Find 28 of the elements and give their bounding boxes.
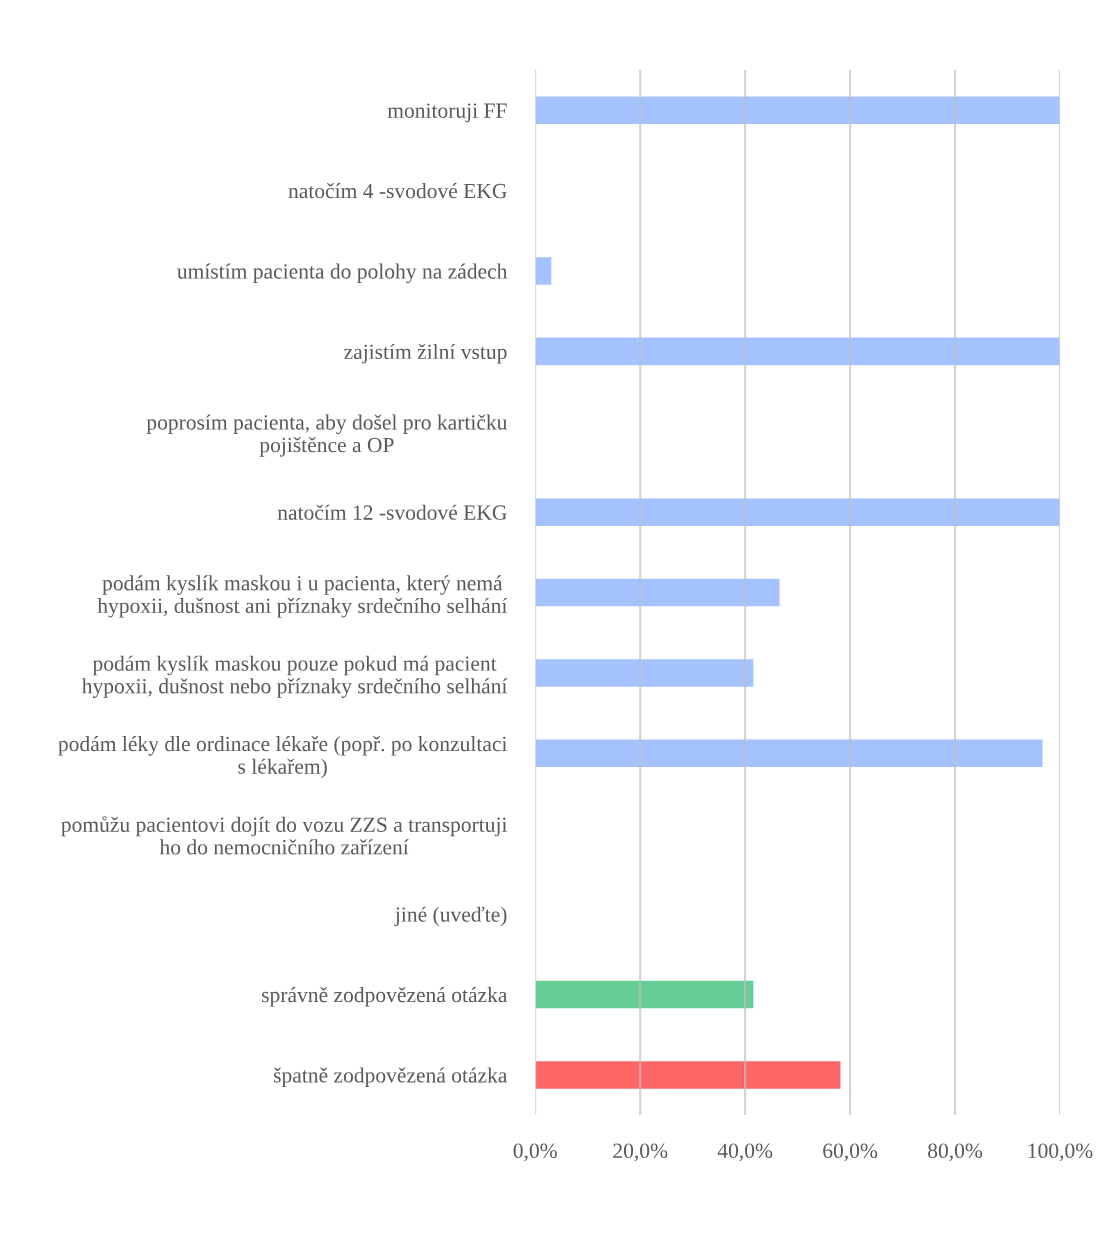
y-tick-label: umístím pacienta do polohy na zádech xyxy=(177,263,508,284)
y-tick-label: poprosím pacienta, aby došel pro kartičku pojištěnce a OP xyxy=(146,414,508,457)
y-tick-label: natočím 4 -svodové EKG xyxy=(288,183,507,199)
x-tick-label: 100,0% xyxy=(1028,1143,1093,1162)
bar xyxy=(535,657,755,689)
y-tick-label: monitoruji FF xyxy=(387,103,507,123)
y-tick-label: pomůžu pacientovi dojít do vozu ZZS a transportuji ho do nemocničního zařízení xyxy=(61,816,508,855)
bar xyxy=(535,95,1060,126)
y-tick-label: podám kyslík maskou pouze pokud má pacient hypoxii, dušnost nebo příznaky srdečního selhání xyxy=(81,655,508,698)
bar xyxy=(535,577,781,608)
bar xyxy=(535,738,1044,769)
bar xyxy=(535,979,755,1010)
x-tick-label: 0,0% xyxy=(513,1143,557,1162)
y-tick-label: podám kyslík maskou i u pacienta, který nemá hypoxii, dušnost ani příznaky srdečního selhání xyxy=(97,575,508,618)
x-tick-label: 40,0% xyxy=(717,1143,773,1162)
y-tick-label: podám léky dle ordinace lékaře (popř. po konzultaci s lékařem) xyxy=(58,736,508,779)
x-tick-label: 80,0% xyxy=(928,1143,983,1162)
x-tick-label: 20,0% xyxy=(613,1143,668,1162)
y-tick-label: natočím 12 -svodové EKG xyxy=(277,504,507,520)
bar xyxy=(535,336,1060,367)
x-tick-label: 60,0% xyxy=(823,1143,878,1162)
y-tick-label: zajistím žilní vstup xyxy=(344,343,507,364)
y-tick-label: správně zodpovězená otázka xyxy=(262,987,508,1007)
y-tick-label: špatně zodpovězená otázka xyxy=(274,1067,508,1087)
bar xyxy=(535,255,553,287)
bar xyxy=(535,496,1060,528)
bar xyxy=(535,1059,842,1091)
y-tick-label: jiné (uveďte) xyxy=(394,906,507,927)
